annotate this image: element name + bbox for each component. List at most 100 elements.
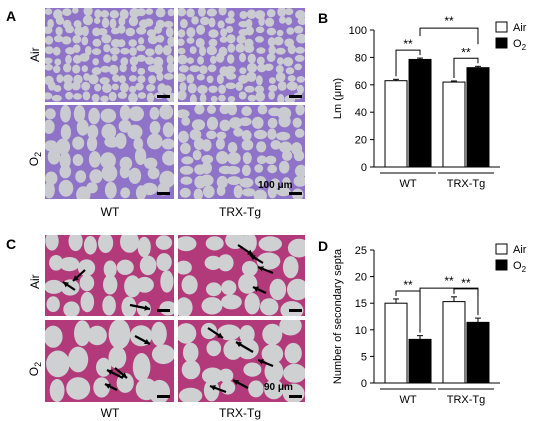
alveolus xyxy=(132,353,151,382)
alveolus xyxy=(149,107,160,120)
alveolus xyxy=(87,124,99,140)
alveolus xyxy=(218,84,226,95)
alveolus xyxy=(258,15,265,27)
alveolus xyxy=(293,150,305,162)
alveolus xyxy=(294,54,305,62)
alveolus xyxy=(73,20,82,29)
alveolus xyxy=(227,10,235,19)
alveolus xyxy=(241,261,258,277)
alveolus xyxy=(87,325,107,346)
alveolus xyxy=(178,109,190,119)
alveolus xyxy=(137,67,146,75)
alveolus xyxy=(128,167,142,184)
arrow-icon xyxy=(129,303,151,311)
alveolus xyxy=(74,320,91,347)
alveolus xyxy=(178,260,192,275)
alveolus xyxy=(187,83,197,94)
alveolus xyxy=(286,27,295,35)
alveolus xyxy=(72,154,84,166)
alveolus xyxy=(88,151,101,168)
alveolus xyxy=(63,63,72,73)
alveolus xyxy=(56,74,64,83)
alveolus xyxy=(167,8,174,17)
alveolus xyxy=(128,39,137,47)
chart-d: 0 5 10 15 20 25 Number of secondary septa WT TRX… xyxy=(320,236,548,421)
alveolus xyxy=(256,252,281,270)
alveolus xyxy=(128,16,139,27)
alveolus xyxy=(282,256,299,279)
alveolus xyxy=(119,165,130,179)
alveolus xyxy=(276,57,284,65)
alveolus xyxy=(206,8,217,17)
alveolus xyxy=(263,63,274,71)
alveolus xyxy=(111,54,118,62)
alveolus xyxy=(248,380,264,398)
significance-label: ** xyxy=(444,14,454,28)
alveolus xyxy=(52,46,61,56)
alveolus xyxy=(239,325,255,344)
legend-label: O2 xyxy=(513,260,527,274)
alveolus xyxy=(155,8,166,18)
alveolus xyxy=(45,92,53,100)
alveolus xyxy=(178,29,186,38)
alveolus xyxy=(59,164,72,179)
alveolus xyxy=(255,91,266,102)
alveolus xyxy=(141,182,158,196)
arrow-icon xyxy=(257,358,274,368)
alveolus xyxy=(120,187,131,199)
alveolus xyxy=(206,75,214,84)
alveolus xyxy=(297,84,304,95)
alveolus xyxy=(47,148,61,165)
alveolus xyxy=(127,124,143,140)
scale-label-c: 90 μm xyxy=(264,382,293,393)
alveolus xyxy=(179,82,187,93)
alveolus xyxy=(225,65,236,74)
alveolus xyxy=(208,38,218,47)
y-tick-label: 0 xyxy=(361,378,367,390)
alveolus xyxy=(148,75,157,84)
alveolus xyxy=(295,10,305,20)
x-tick-label: WT xyxy=(399,394,416,406)
alveolus xyxy=(101,34,112,44)
alveolus xyxy=(197,85,208,94)
arrow-icon xyxy=(104,383,118,391)
alveolus xyxy=(180,176,193,185)
alveolus xyxy=(217,20,225,29)
alveolus xyxy=(287,75,296,82)
alveolus xyxy=(117,24,126,34)
legend-label: Air xyxy=(513,244,527,256)
alveolus xyxy=(189,46,197,54)
alveolus xyxy=(200,174,214,187)
alveolus xyxy=(72,136,85,150)
micrograph-a-wt-air xyxy=(45,8,174,102)
alveolus xyxy=(118,16,126,26)
scale-bar-a-1 xyxy=(157,95,170,98)
alveolus xyxy=(178,387,203,402)
alveolus xyxy=(83,8,93,17)
alveolus xyxy=(178,323,197,344)
alveolus xyxy=(279,16,286,24)
alveolus xyxy=(227,142,238,154)
alveolus xyxy=(178,297,193,316)
alveolus xyxy=(193,137,205,151)
alveolus xyxy=(238,117,252,127)
alveolus xyxy=(73,93,82,100)
alveolus xyxy=(178,90,187,101)
alveolus xyxy=(156,253,172,272)
arrow-icon xyxy=(62,281,76,291)
alveolus xyxy=(208,29,219,38)
y-tick-label: 0 xyxy=(361,162,367,174)
alveolus xyxy=(75,170,87,183)
alveolus xyxy=(252,116,264,129)
scale-bar-a-4 xyxy=(289,192,302,195)
y-tick-label: 80 xyxy=(355,52,367,64)
alveolus xyxy=(94,17,101,24)
alveolus xyxy=(101,164,118,182)
alveolus xyxy=(53,85,62,92)
alveolus xyxy=(100,65,111,73)
alveolus xyxy=(120,57,129,66)
alveolus xyxy=(55,16,64,25)
bar xyxy=(408,338,432,384)
alveolus xyxy=(102,83,112,93)
legend-label: O2 xyxy=(513,38,527,52)
